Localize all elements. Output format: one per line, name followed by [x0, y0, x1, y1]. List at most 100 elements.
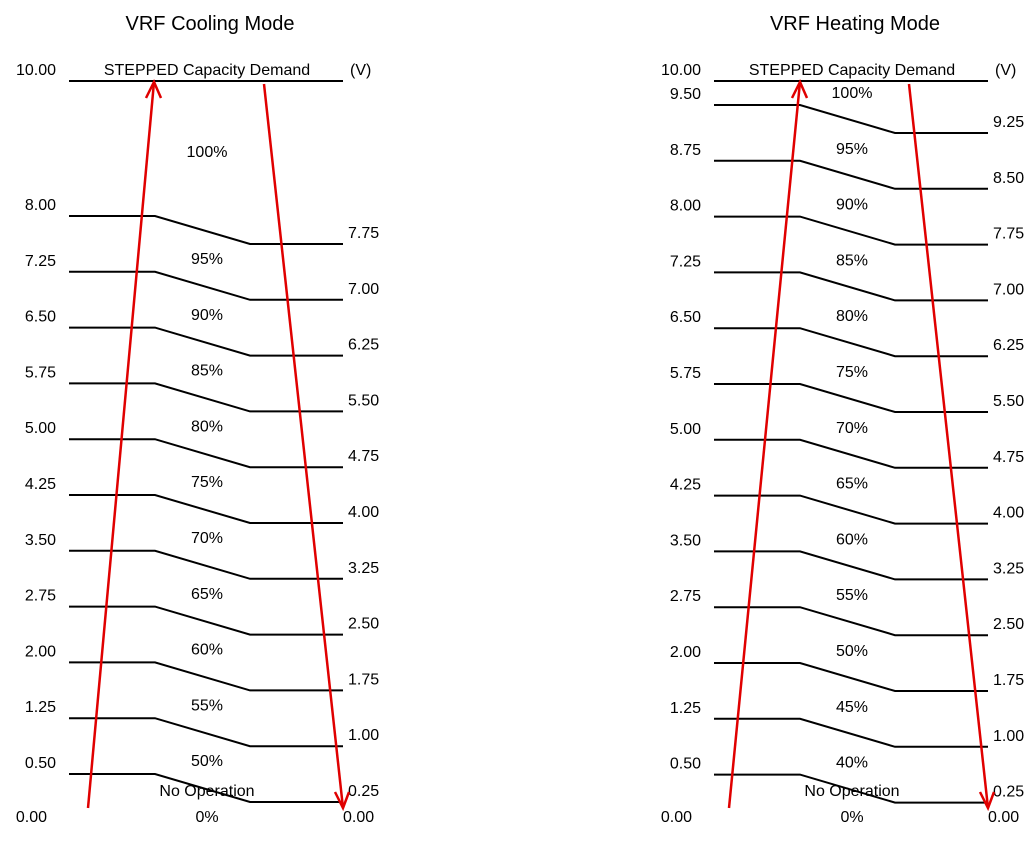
step-up-voltage-label: 3.50 — [25, 532, 56, 549]
capacity-percent-label: 80% — [836, 308, 868, 325]
step-up-voltage-label: 5.00 — [670, 421, 701, 438]
step-up-voltage-label: 0.50 — [25, 755, 56, 772]
step-line — [714, 494, 988, 525]
capacity-percent-label: 55% — [836, 587, 868, 604]
step-line — [714, 662, 988, 692]
step-down-voltage-label: 1.00 — [993, 728, 1024, 745]
step-up-voltage-label: 3.50 — [670, 532, 701, 549]
top-voltage-label: 10.00 — [661, 62, 701, 79]
increasing-arrowhead — [790, 79, 809, 99]
capacity-percent-label: 45% — [836, 699, 868, 716]
step-line — [714, 327, 988, 358]
step-line — [714, 717, 988, 748]
step-down-voltage-label: 4.00 — [993, 505, 1024, 522]
zero-percent-label: 0% — [840, 809, 863, 826]
step-line — [69, 382, 343, 413]
step-up-voltage-label: 6.50 — [25, 309, 56, 326]
step-down-voltage-label: 8.50 — [993, 170, 1024, 187]
step-line — [69, 326, 343, 357]
capacity-percent-label: 90% — [836, 197, 868, 214]
bottom-voltage-left: 0.00 — [16, 809, 47, 826]
step-line — [714, 773, 988, 804]
step-up-voltage-label: 6.50 — [670, 309, 701, 326]
capacity-demand-header: STEPPED Capacity Demand — [104, 62, 310, 79]
capacity-percent-label: 70% — [191, 530, 223, 547]
step-up-voltage-label: 4.25 — [25, 476, 56, 493]
step-line — [69, 438, 343, 469]
diagram-title: VRF Cooling Mode — [126, 13, 295, 35]
diagram-title: VRF Heating Mode — [770, 13, 940, 35]
increasing-demand-arrow — [86, 81, 156, 809]
step-up-voltage-label: 8.75 — [670, 142, 701, 159]
unit-label: (V) — [350, 62, 371, 79]
step-down-voltage-label: 6.25 — [348, 337, 379, 354]
no-operation-label: No Operation — [159, 783, 254, 800]
step-line — [714, 606, 988, 637]
step-down-voltage-label: 4.00 — [348, 504, 379, 521]
step-line — [69, 605, 343, 636]
step-down-voltage-label: 1.00 — [348, 727, 379, 744]
step-up-voltage-label: 1.25 — [25, 699, 56, 716]
step-up-voltage-label: 1.25 — [670, 700, 701, 717]
decreasing-arrowhead — [333, 791, 351, 812]
capacity-percent-label: 40% — [836, 755, 868, 772]
increasing-demand-arrow — [727, 81, 802, 809]
decreasing-demand-arrow — [907, 83, 990, 809]
step-down-voltage-label: 3.25 — [348, 560, 379, 577]
step-line — [714, 159, 988, 190]
step-line — [69, 494, 343, 524]
step-down-voltage-label: 7.00 — [348, 281, 379, 298]
step-line — [714, 550, 988, 581]
step-up-voltage-label: 9.50 — [670, 86, 701, 103]
step-line — [69, 661, 343, 692]
capacity-percent-label: 65% — [191, 586, 223, 603]
step-up-voltage-label: 7.25 — [670, 253, 701, 270]
step-line — [69, 215, 343, 245]
step-up-voltage-label: 2.75 — [25, 588, 56, 605]
capacity-percent-label: 50% — [191, 753, 223, 770]
step-down-voltage-label: 9.25 — [993, 114, 1024, 131]
step-down-voltage-label: 0.25 — [993, 784, 1024, 801]
step-down-voltage-label: 4.75 — [993, 449, 1024, 466]
capacity-demand-header: STEPPED Capacity Demand — [749, 62, 955, 79]
increasing-arrowhead — [144, 79, 163, 99]
step-line — [69, 270, 343, 301]
step-up-voltage-label: 2.00 — [670, 644, 701, 661]
capacity-percent-label: 80% — [191, 418, 223, 435]
bottom-voltage-right: 0.00 — [343, 809, 374, 826]
capacity-percent-label: 60% — [836, 531, 868, 548]
step-line — [69, 717, 343, 748]
capacity-percent-label: 60% — [191, 642, 223, 659]
step-up-voltage-label: 0.50 — [670, 756, 701, 773]
step-up-voltage-label: 7.25 — [25, 253, 56, 270]
capacity-percent-label: 55% — [191, 697, 223, 714]
step-up-voltage-label: 5.00 — [25, 420, 56, 437]
capacity-percent-label: 95% — [836, 141, 868, 158]
step-down-voltage-label: 1.75 — [348, 671, 379, 688]
step-down-voltage-label: 0.25 — [348, 783, 379, 800]
step-down-voltage-label: 4.75 — [348, 448, 379, 465]
step-line — [714, 215, 988, 246]
no-operation-label: No Operation — [804, 783, 899, 800]
step-down-voltage-label: 6.25 — [993, 337, 1024, 354]
step-down-voltage-label: 3.25 — [993, 560, 1024, 577]
step-up-voltage-label: 5.75 — [670, 365, 701, 382]
capacity-percent-label: 95% — [191, 251, 223, 268]
step-down-voltage-label: 2.50 — [993, 616, 1024, 633]
step-down-voltage-label: 7.00 — [993, 281, 1024, 298]
step-up-voltage-label: 2.00 — [25, 643, 56, 660]
capacity-percent-label: 90% — [191, 307, 223, 324]
capacity-percent-label: 70% — [836, 420, 868, 437]
top-voltage-label: 10.00 — [16, 62, 56, 79]
zero-percent-label: 0% — [195, 809, 218, 826]
capacity-percent-label: 85% — [191, 363, 223, 380]
step-down-voltage-label: 2.50 — [348, 616, 379, 633]
step-line — [69, 773, 343, 803]
step-down-voltage-label: 5.50 — [348, 392, 379, 409]
capacity-percent-label: 100% — [187, 144, 228, 161]
decreasing-arrowhead — [978, 791, 996, 812]
step-down-voltage-label: 5.50 — [993, 393, 1024, 410]
step-up-voltage-label: 8.00 — [25, 197, 56, 214]
step-line — [714, 271, 988, 302]
